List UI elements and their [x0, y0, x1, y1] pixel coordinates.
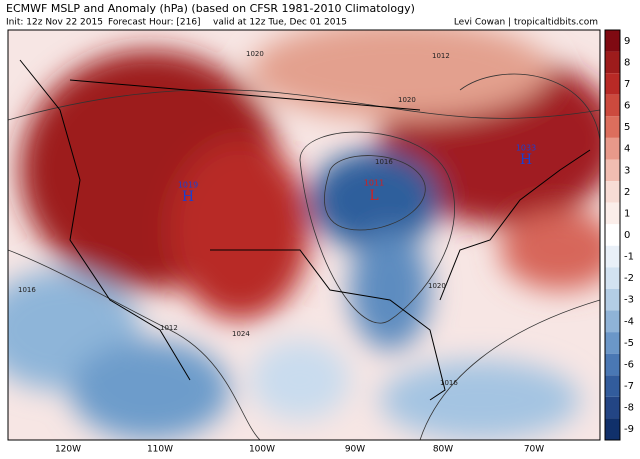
- center-letter: H: [520, 152, 532, 168]
- center-value: 1033: [516, 144, 536, 153]
- colorbar-swatch: [605, 310, 620, 333]
- center-value: 1011: [364, 179, 384, 188]
- center-letter: H: [182, 189, 194, 205]
- isobar-label: 1020: [398, 96, 416, 104]
- isobar-label: 1024: [232, 330, 250, 338]
- longitude-label: 70W: [524, 445, 544, 455]
- colorbar-label: -9: [624, 424, 634, 435]
- init: Init: 12z Nov 22 2015: [6, 18, 103, 28]
- colorbar-label: 3: [624, 165, 630, 176]
- colorbar-swatch: [605, 267, 620, 289]
- colorbar-label: 6: [624, 101, 630, 112]
- longitude-label: 100W: [249, 445, 275, 455]
- isobar-label: 1016: [18, 286, 36, 294]
- colorbar-frame: [604, 29, 621, 441]
- isobar-label: 1020: [428, 282, 446, 290]
- colorbar-label: -3: [624, 295, 634, 306]
- colorbar-swatch: [605, 224, 620, 246]
- map-frame: [7, 29, 601, 441]
- longitude-label: 90W: [345, 445, 365, 455]
- colorbar-label: -2: [624, 273, 634, 284]
- colorbar-swatch: [605, 332, 620, 354]
- colorbar-swatch: [605, 418, 620, 440]
- longitude-labels: 120W 110W 100W 90W 80W 70W: [55, 445, 544, 455]
- colorbar-swatch: [605, 288, 620, 311]
- center-value: 1019: [178, 181, 198, 190]
- isobar-label: 1012: [160, 324, 178, 332]
- colorbar-label: -7: [624, 381, 634, 392]
- forecast-hour: Forecast Hour: [216]: [108, 18, 201, 28]
- colorbar-swatch: [605, 116, 620, 138]
- colorbar-swatch: [605, 159, 620, 182]
- colorbar-label: 8: [624, 57, 630, 68]
- credit: Levi Cowan | tropicaltidbits.com: [454, 18, 598, 28]
- colorbar-swatch: [605, 73, 620, 95]
- colorbar-label: 0: [624, 230, 630, 241]
- colorbar-swatch: [605, 51, 620, 74]
- colorbar-swatch: [605, 375, 620, 397]
- isobar-label: 1016: [440, 379, 458, 387]
- longitude-label: 110W: [147, 445, 173, 455]
- isobar-label: 1012: [432, 52, 450, 60]
- colorbar-label: 9: [624, 36, 630, 47]
- colorbar-label: -6: [624, 359, 634, 370]
- colorbar: 9 8 7 6 5 4 3 2 1 0 -1 -2 -3 -4 -5 -6 -7 -8 -9: [604, 29, 634, 441]
- colorbar-label: 4: [624, 144, 630, 155]
- isobar-label: 1016: [375, 158, 393, 166]
- anomaly-field: [8, 30, 600, 440]
- colorbar-label: -5: [624, 338, 634, 349]
- colorbar-swatch: [605, 353, 620, 376]
- title: ECMWF MSLP and Anomaly (hPa) (based on C…: [6, 2, 415, 15]
- colorbar-label: -1: [624, 252, 634, 263]
- longitude-label: 80W: [433, 445, 453, 455]
- center-letter: L: [369, 188, 378, 204]
- longitude-label: 120W: [55, 445, 81, 455]
- isobar-label: 1020: [246, 50, 264, 58]
- colorbar-label: -8: [624, 403, 634, 414]
- valid-time: valid at 12z Tue, Dec 01 2015: [213, 18, 347, 28]
- colorbar-label: 5: [624, 122, 630, 133]
- colorbar-swatch: [605, 245, 620, 268]
- colorbar-swatch: [605, 181, 620, 203]
- colorbar-swatch: [605, 94, 620, 117]
- colorbar-swatch: [605, 137, 620, 160]
- colorbar-swatch: [605, 202, 620, 225]
- colorbar-swatch: [605, 396, 620, 419]
- colorbar-swatch: [605, 30, 620, 52]
- colorbar-label: 1: [624, 208, 630, 219]
- colorbar-label: -4: [624, 316, 634, 327]
- colorbar-label: 2: [624, 187, 630, 198]
- colorbar-label: 7: [624, 79, 630, 90]
